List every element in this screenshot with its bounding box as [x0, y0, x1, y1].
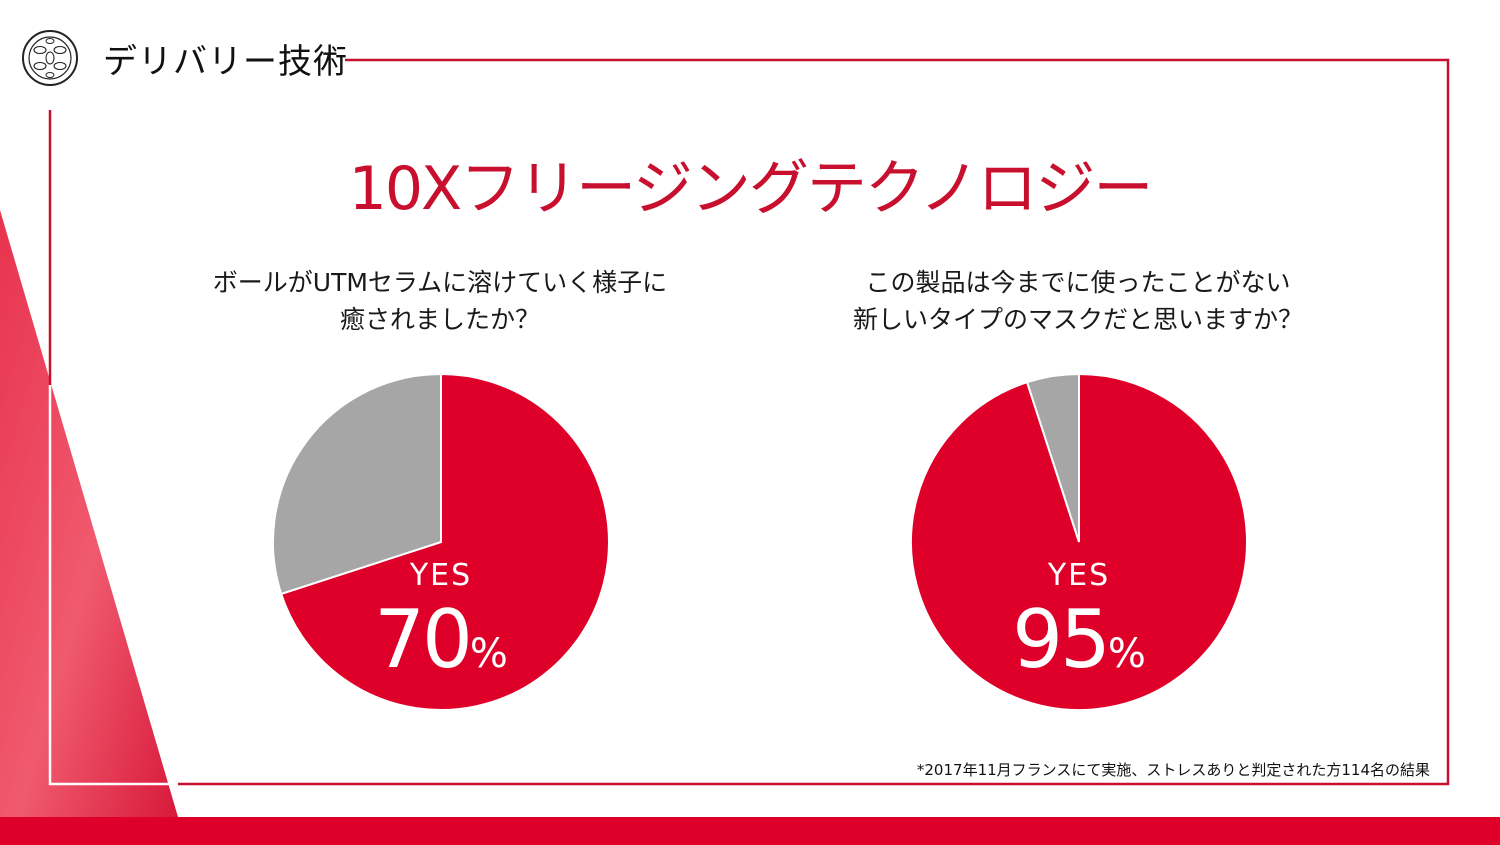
pie-1-percent-value: 70 — [374, 593, 473, 686]
pie-1-slice-other — [271, 372, 442, 596]
section-title: デリバリー技術 — [103, 42, 348, 82]
footnote: *2017年11月フランスにて実施、ストレスありと判定された方114名の結果 — [916, 761, 1430, 779]
pie-chart-2 — [909, 372, 1249, 712]
question-1-line-2: 癒されましたか？ — [339, 305, 540, 334]
red-triangle-accent — [0, 210, 178, 817]
pie-2-percent-value: 95 — [1012, 593, 1111, 686]
pie-1-slice-yes — [279, 372, 610, 711]
question-2: この製品は今までに使ったことがない 新しいタイプのマスクだと思いますか？ — [798, 264, 1358, 338]
pie-1-yes-label: YES — [409, 558, 473, 593]
pie-1-percent: 70% — [311, 593, 571, 686]
question-1-line-1: ボールがUTMセラムに溶けていく様子に — [212, 268, 668, 297]
question-2-line-2: 新しいタイプのマスクだと思いますか？ — [852, 305, 1303, 334]
page-title: 10Xフリージングテクノロジー — [348, 154, 1154, 224]
pie-1-percent-sign: % — [469, 631, 508, 677]
frame-red-border — [178, 58, 1450, 786]
question-1: ボールがUTMセラムに溶けていく様子に 癒されましたか？ — [160, 264, 720, 338]
camellia-emblem-icon — [20, 28, 80, 88]
pie-chart-1 — [271, 372, 611, 712]
pie-2-percent: 95% — [949, 593, 1209, 686]
bottom-red-band — [0, 817, 1500, 845]
pie-2-yes-label: YES — [1047, 558, 1111, 593]
question-2-line-1: この製品は今までに使ったことがない — [865, 268, 1291, 297]
pie-2-slice-other — [1025, 372, 1080, 543]
pie-2-percent-sign: % — [1107, 631, 1146, 677]
frame-white-segment — [48, 385, 178, 786]
